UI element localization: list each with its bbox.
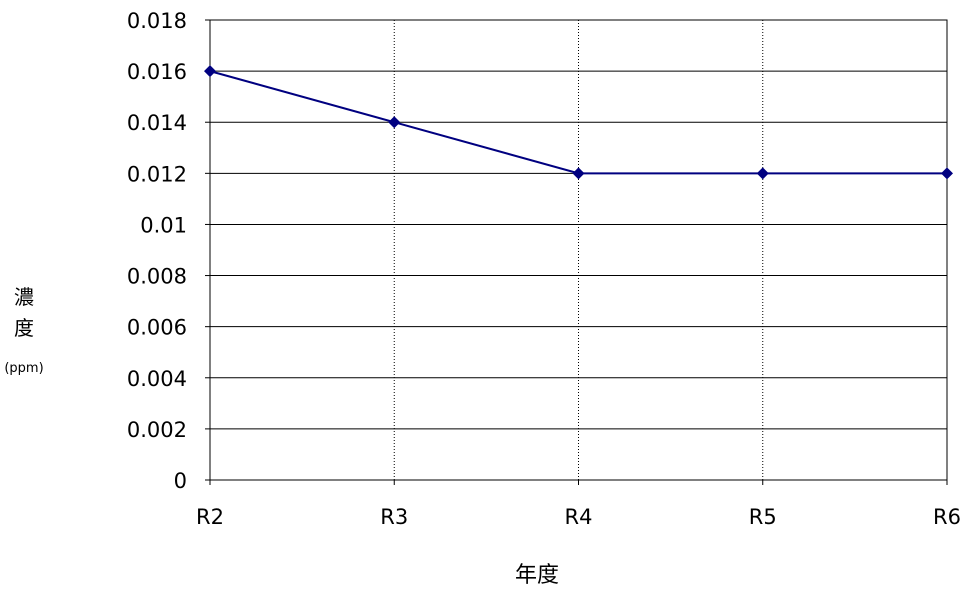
data-point-marker <box>204 65 216 78</box>
y-axis-title-char-1: 濃 <box>14 285 34 309</box>
x-tick-label: R4 <box>565 505 593 529</box>
y-tick-label: 0.01 <box>140 213 187 237</box>
y-tick-label: 0.008 <box>127 265 187 289</box>
y-tick-label: 0.004 <box>127 367 187 391</box>
y-axis-unit: (ppm) <box>4 361 44 376</box>
y-axis: 0 0.002 0.004 0.006 0.008 0.01 0.012 0.014 0.016… <box>127 9 210 493</box>
x-axis: R2 R3 R4 R5 R6 <box>196 480 961 529</box>
series <box>204 65 953 180</box>
data-point-marker <box>756 167 769 180</box>
x-tick-label: R5 <box>749 505 777 529</box>
grid <box>210 20 947 480</box>
y-tick-label: 0.002 <box>127 418 187 442</box>
y-tick-label: 0.014 <box>127 111 187 135</box>
y-tick-label: 0 <box>174 469 187 493</box>
y-tick-label: 0.016 <box>127 60 187 84</box>
x-tick-label: R6 <box>933 505 961 529</box>
data-point-marker <box>572 167 585 180</box>
y-axis-title: 濃 度 (ppm) <box>0 282 48 380</box>
x-tick-label: R2 <box>196 505 224 529</box>
y-tick-label: 0.018 <box>127 9 187 33</box>
data-point-marker <box>941 167 953 180</box>
y-axis-title-char-2: 度 <box>14 316 34 340</box>
x-axis-title: 年度 <box>515 563 559 588</box>
y-tick-label: 0.006 <box>127 316 187 340</box>
x-tick-label: R3 <box>380 505 408 529</box>
data-point-marker <box>388 116 401 129</box>
y-tick-label: 0.012 <box>127 162 187 186</box>
